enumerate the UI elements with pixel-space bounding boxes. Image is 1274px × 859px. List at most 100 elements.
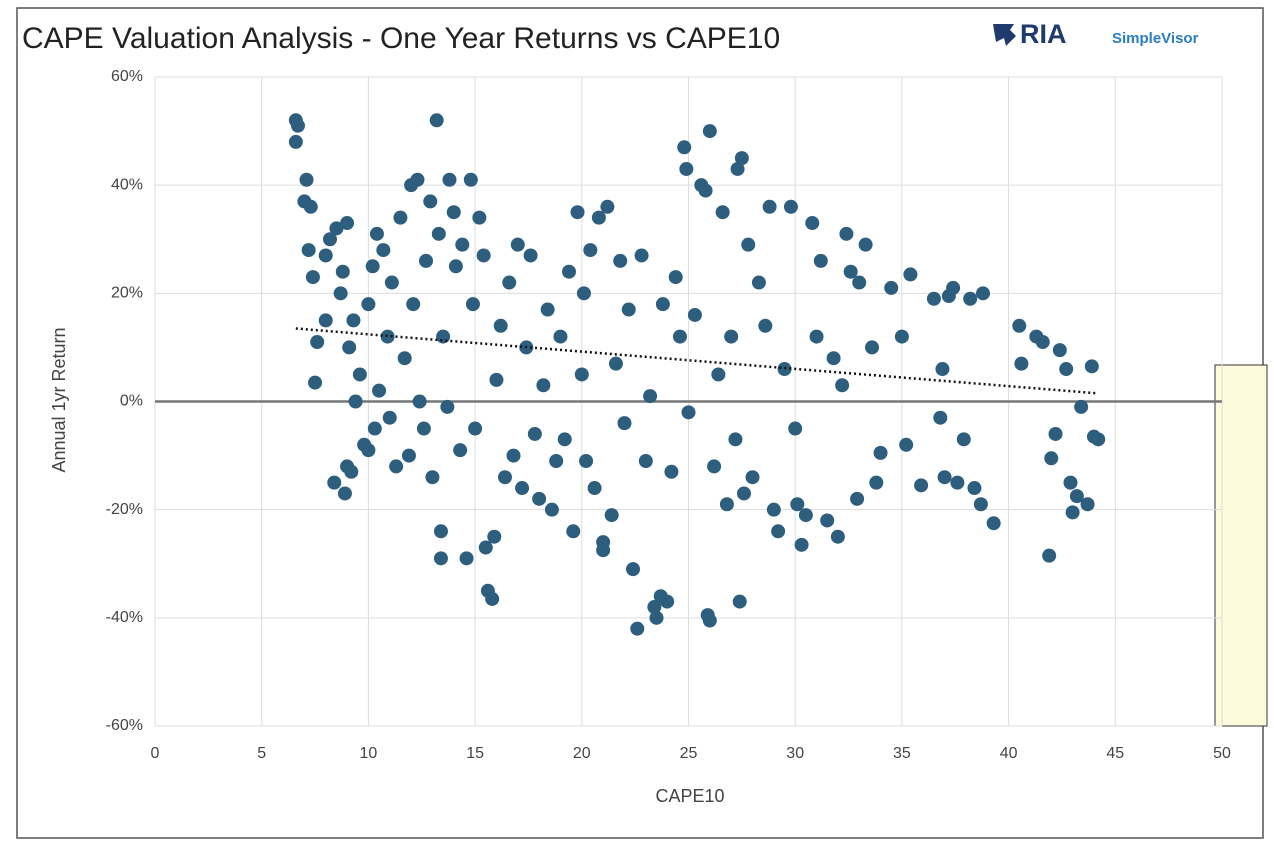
point <box>367 421 382 436</box>
point <box>771 524 786 539</box>
point <box>1080 497 1095 512</box>
point <box>649 610 664 625</box>
point <box>318 248 333 263</box>
point <box>852 275 867 290</box>
point <box>1084 359 1099 374</box>
point <box>478 540 493 555</box>
y-tick-label: 20% <box>111 285 143 302</box>
point <box>762 199 777 214</box>
point <box>1014 356 1029 371</box>
point <box>527 426 542 441</box>
point <box>579 453 594 468</box>
point <box>647 600 662 615</box>
annotation-box <box>1214 364 1268 727</box>
point <box>348 394 363 409</box>
point <box>566 524 581 539</box>
point <box>406 297 421 312</box>
point <box>446 205 461 220</box>
point <box>600 199 615 214</box>
y-tick-label: -60% <box>106 717 143 734</box>
point <box>935 362 950 377</box>
point <box>410 172 425 187</box>
point <box>933 410 948 425</box>
point <box>956 432 971 447</box>
point <box>327 475 342 490</box>
point <box>687 307 702 322</box>
point <box>523 248 538 263</box>
point <box>570 205 585 220</box>
point <box>365 259 380 274</box>
point <box>372 383 387 398</box>
point <box>318 313 333 328</box>
point <box>783 199 798 214</box>
point <box>986 516 1001 531</box>
point <box>732 594 747 609</box>
point <box>613 253 628 268</box>
point <box>858 237 873 252</box>
point <box>1044 451 1059 466</box>
point <box>1063 475 1078 490</box>
point <box>809 329 824 344</box>
point <box>487 529 502 544</box>
chart-frame <box>16 7 1264 839</box>
point <box>433 551 448 566</box>
point <box>672 329 687 344</box>
point <box>369 226 384 241</box>
point <box>536 378 551 393</box>
point <box>865 340 880 355</box>
point <box>679 161 694 176</box>
x-tick-label: 5 <box>257 745 266 762</box>
point <box>515 481 530 496</box>
point <box>587 481 602 496</box>
point <box>497 470 512 485</box>
point <box>698 183 713 198</box>
point <box>719 497 734 512</box>
point <box>741 237 756 252</box>
point <box>416 421 431 436</box>
point <box>630 621 645 636</box>
point <box>1035 335 1050 350</box>
point <box>608 356 623 371</box>
point <box>790 497 805 512</box>
point <box>724 329 739 344</box>
point <box>344 464 359 479</box>
logo-icon <box>993 24 1016 46</box>
point <box>1074 399 1089 414</box>
point <box>429 113 444 128</box>
point <box>621 302 636 317</box>
point <box>820 513 835 528</box>
point <box>894 329 909 344</box>
point <box>950 475 965 490</box>
point <box>702 613 717 628</box>
point <box>502 275 517 290</box>
point <box>830 529 845 544</box>
point <box>448 259 463 274</box>
point <box>506 448 521 463</box>
point <box>873 445 888 460</box>
point <box>660 594 675 609</box>
point <box>946 280 961 295</box>
point <box>455 237 470 252</box>
trendline <box>295 327 1099 395</box>
point <box>489 372 504 387</box>
point <box>813 253 828 268</box>
point <box>677 140 692 155</box>
x-tick-label: 0 <box>151 745 160 762</box>
point <box>397 351 412 366</box>
point <box>1048 426 1063 441</box>
point <box>463 172 478 187</box>
point <box>681 405 696 420</box>
point <box>576 286 591 301</box>
point <box>425 470 440 485</box>
point <box>453 443 468 458</box>
point <box>794 537 809 552</box>
x-tick-label: 50 <box>1213 745 1231 762</box>
point <box>376 243 391 258</box>
point <box>305 270 320 285</box>
point <box>544 502 559 517</box>
point <box>361 443 376 458</box>
point <box>485 591 500 606</box>
point <box>728 432 743 447</box>
point <box>442 172 457 187</box>
